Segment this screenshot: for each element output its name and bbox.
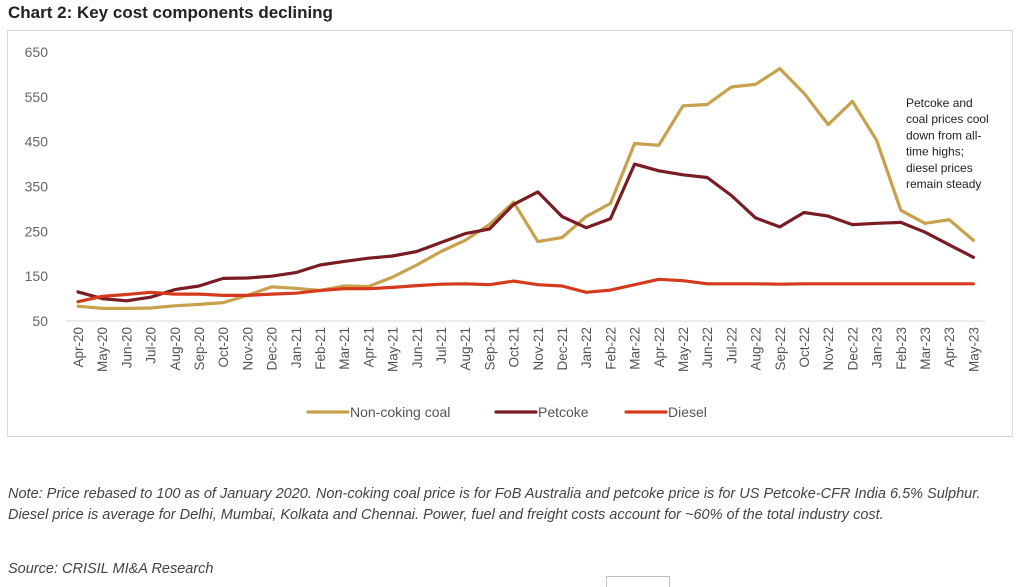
y-tick-label: 50 [32, 313, 48, 329]
legend-label: Petcoke [538, 404, 589, 420]
x-tick-label: Mar-21 [337, 327, 352, 370]
annotation-line: coal prices cool [906, 112, 989, 126]
x-tick-label: Feb-21 [313, 327, 328, 370]
x-axis: Apr-20 May-20 Jun-20 Jul-20 Aug-20 Sep-20 Oct-… [66, 320, 986, 372]
legend: Non-coking coal Petcoke Diesel [306, 404, 707, 420]
x-tick-label: May-20 [95, 327, 110, 372]
x-tick-label: Oct-20 [216, 327, 231, 368]
series-line-petcoke [76, 162, 976, 303]
x-tick-label: Jun-21 [410, 327, 425, 368]
y-tick-label: 250 [25, 223, 49, 239]
annotation-line: down from all- [906, 128, 981, 142]
series-group [76, 66, 976, 310]
x-tick-label: Oct-21 [507, 327, 522, 368]
x-tick-label: May-22 [676, 327, 691, 372]
annotation-line: time highs; [906, 145, 964, 159]
y-tick-label: 350 [25, 179, 49, 195]
x-tick-label: Jan-21 [289, 327, 304, 368]
x-tick-label: Aug-22 [749, 327, 764, 371]
x-tick-label: Sep-20 [192, 327, 207, 371]
x-tick-label: Sep-22 [773, 327, 788, 371]
x-tick-label: Mar-23 [918, 327, 933, 370]
chart-title: Chart 2: Key cost components declining [8, 3, 333, 22]
chart-frame: 50 150 250 350 450 550 650 Apr-20 May-20 Jun-20 J… [7, 30, 1013, 437]
x-tick-label: Apr-23 [942, 327, 957, 368]
x-tick-label: Dec-20 [265, 327, 280, 371]
x-tick-label: Nov-22 [821, 327, 836, 371]
x-tick-label: May-23 [966, 327, 981, 372]
x-tick-label: Sep-21 [482, 327, 497, 371]
x-tick-label: Jul-22 [724, 327, 739, 364]
x-tick-label: Jul-20 [144, 327, 159, 364]
x-tick-label: Apr-20 [71, 327, 86, 368]
series-line-diesel [76, 277, 976, 304]
x-tick-label: May-21 [386, 327, 401, 372]
series-line-non-coking-coal [76, 66, 976, 310]
annotation-line: Petcoke and [906, 96, 973, 110]
y-tick-label: 650 [25, 44, 49, 60]
x-tick-label: Dec-22 [845, 327, 860, 371]
x-tick-label: Apr-22 [652, 327, 667, 368]
line-chart: 50 150 250 350 450 550 650 Apr-20 May-20 Jun-20 J… [25, 44, 989, 420]
y-tick-label: 150 [25, 268, 49, 284]
y-axis: 50 150 250 350 450 550 650 [25, 44, 49, 329]
y-tick-label: 450 [25, 134, 49, 150]
chart-annotation: Petcoke and coal prices cool down from all… [906, 96, 989, 191]
x-tick-label: Aug-20 [168, 327, 183, 371]
x-tick-label: Nov-21 [531, 327, 546, 371]
x-tick-label: Apr-21 [361, 327, 376, 368]
legend-label: Diesel [668, 404, 707, 420]
legend-label: Non-coking coal [350, 404, 450, 420]
x-tick-label: Feb-22 [603, 327, 618, 370]
x-tick-label: Jun-20 [119, 327, 134, 368]
chart-note: Note: Price rebased to 100 as of January… [8, 486, 981, 523]
x-tick-label: Jul-21 [434, 327, 449, 364]
x-tick-label: Feb-23 [894, 327, 909, 370]
x-tick-label: Jan-23 [870, 327, 885, 368]
x-tick-label: Dec-21 [555, 327, 570, 371]
x-tick-label: Aug-21 [458, 327, 473, 371]
chart-source: Source: CRISIL MI&A Research [8, 561, 214, 577]
y-tick-label: 550 [25, 89, 49, 105]
x-tick-label: Oct-22 [797, 327, 812, 368]
x-tick-label: Jun-22 [700, 327, 715, 368]
x-tick-label: Jan-22 [579, 327, 594, 368]
x-tick-label: Nov-20 [240, 327, 255, 371]
annotation-line: remain steady [906, 177, 981, 191]
x-tick-label: Mar-22 [628, 327, 643, 370]
annotation-line: diesel prices [906, 161, 973, 175]
